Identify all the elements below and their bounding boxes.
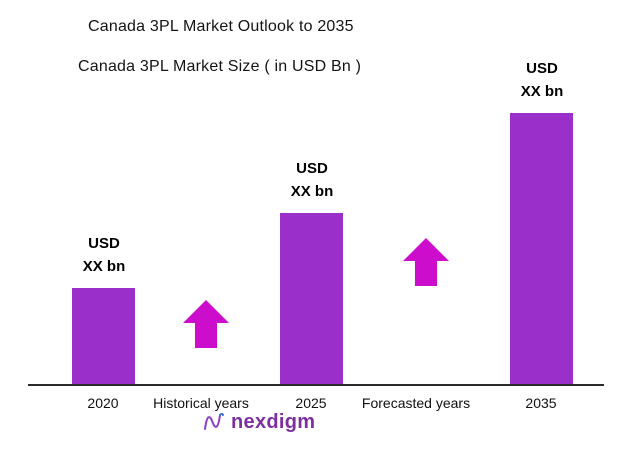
chart-subtitle: Canada 3PL Market Size ( in USD Bn ) [78,58,362,75]
nexdigm-wave-icon [202,410,226,434]
bar-2025 [280,213,343,385]
value-label-line1: USD [526,60,558,77]
bar-value-label-2025: USD XX bn [262,157,362,203]
x-tick-2020: 2020 [87,395,119,411]
logo-text: nexdigm [231,410,316,433]
up-arrow-icon [183,300,229,348]
x-annotation-forecasted-years: Forecasted years [361,395,471,411]
value-label-line2: XX bn [520,83,564,100]
x-tick-2035: 2035 [525,395,557,411]
bar-value-label-2035: USD XX bn [492,57,592,103]
up-arrow-icon [403,238,449,286]
bar-value-label-2020: USD XX bn [54,232,154,278]
x-axis-line [28,384,604,386]
value-label-line1: USD [296,160,328,177]
nexdigm-logo: nexdigm [202,410,315,434]
value-label-line2: XX bn [290,183,334,200]
value-label-line1: USD [88,235,120,252]
bar-2020 [72,288,135,385]
value-label-line2: XX bn [82,258,126,275]
x-annotation-historical-years: Historical years [153,395,249,411]
bar-2035 [510,113,573,385]
chart-title: Canada 3PL Market Outlook to 2035 [88,18,354,35]
x-tick-2025: 2025 [295,395,327,411]
